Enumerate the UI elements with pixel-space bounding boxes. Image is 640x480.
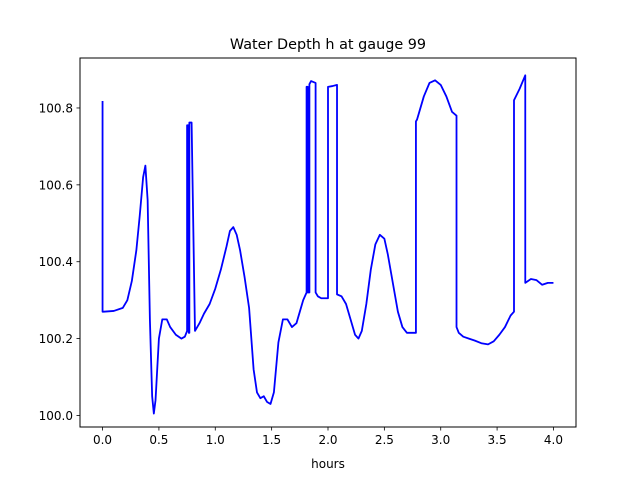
x-tick-label: 3.0 — [431, 433, 450, 447]
x-axis: 0.0 0.5 1.0 1.5 2.0 2.5 3.0 3.5 4.0 — [93, 427, 563, 447]
x-tick-label: 2.0 — [318, 433, 337, 447]
x-axis-label: hours — [311, 457, 345, 471]
y-tick-label: 100.0 — [39, 409, 73, 423]
x-tick-label: 3.5 — [488, 433, 507, 447]
y-tick-label: 100.4 — [39, 255, 73, 269]
y-axis: 100.0 100.2 100.4 100.6 100.8 — [39, 101, 80, 423]
chart-title: Water Depth h at gauge 99 — [230, 37, 426, 53]
x-tick-label: 0.0 — [93, 433, 112, 447]
y-tick-label: 100.2 — [39, 332, 73, 346]
y-tick-label: 100.8 — [39, 101, 73, 115]
series-line-water-depth — [101, 74, 554, 415]
x-tick-label: 0.5 — [149, 433, 168, 447]
x-tick-label: 1.0 — [206, 433, 225, 447]
x-tick-label: 4.0 — [544, 433, 563, 447]
x-tick-label: 2.5 — [375, 433, 394, 447]
x-tick-label: 1.5 — [262, 433, 281, 447]
y-tick-label: 100.6 — [39, 178, 73, 192]
